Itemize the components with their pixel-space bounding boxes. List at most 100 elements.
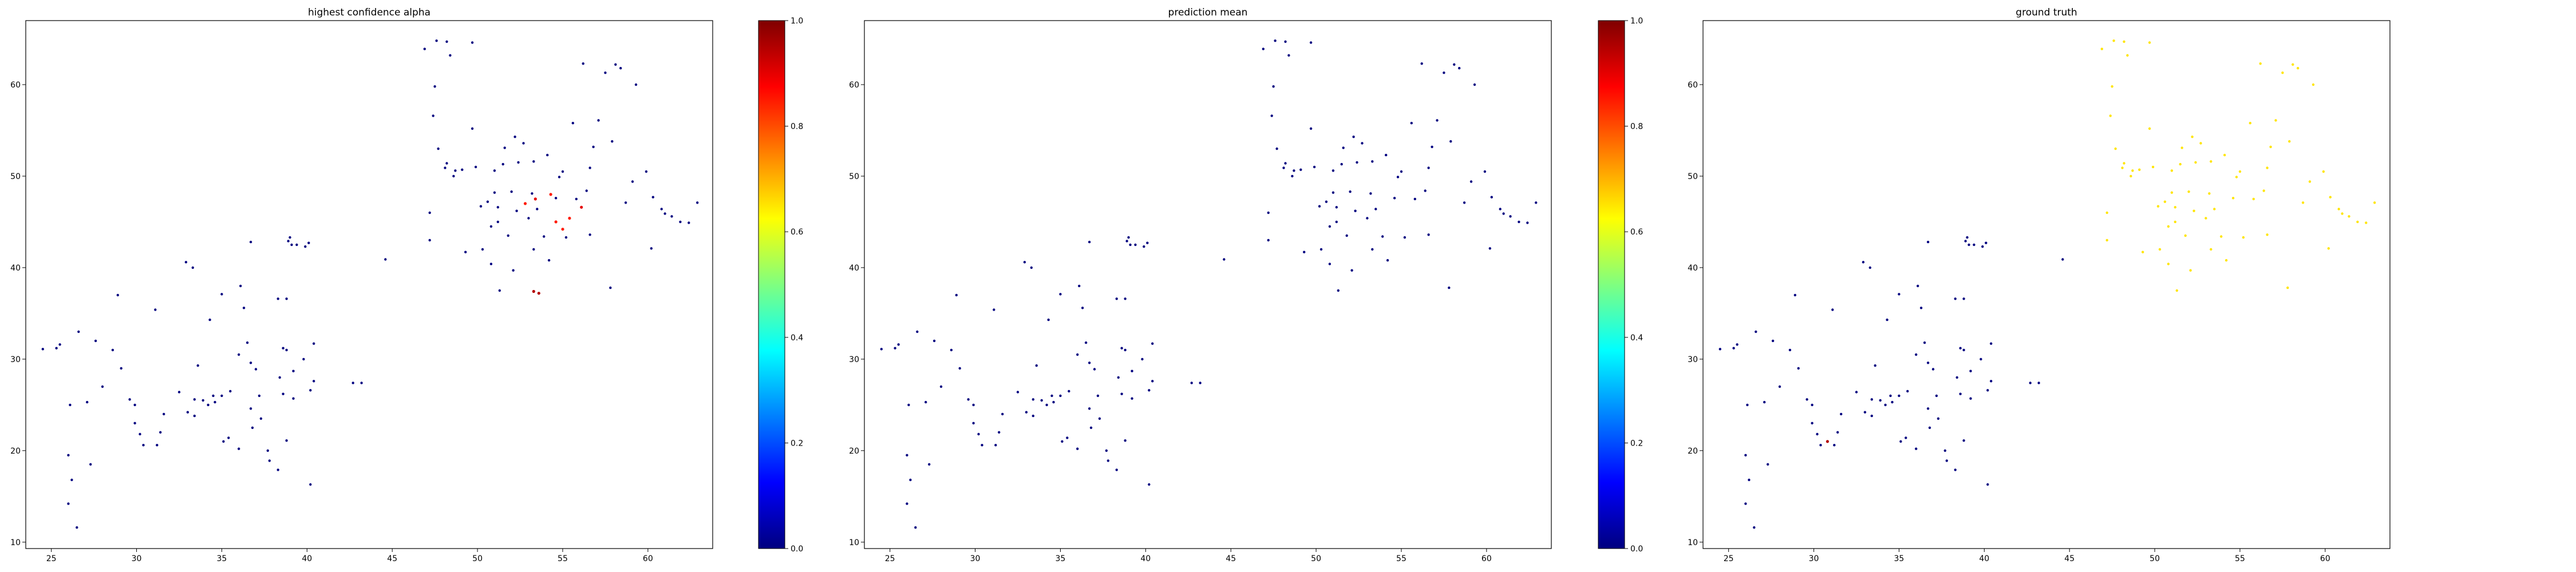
scatter-point xyxy=(1291,174,1294,178)
scatter-point xyxy=(2291,63,2294,66)
scatter-point xyxy=(585,189,588,192)
colorbar-tick-label: 0.4 xyxy=(791,333,803,343)
scatter-point xyxy=(1117,376,1120,379)
scatter-point xyxy=(212,394,215,398)
scatter-point xyxy=(2037,382,2040,384)
scatter-point xyxy=(1328,263,1332,265)
plot-frame xyxy=(1702,20,2391,549)
scatter-point xyxy=(1778,385,1781,388)
scatter-point xyxy=(1767,463,1769,466)
x-axis: 25 30 35 40 45 50 55 60 xyxy=(885,549,1492,563)
scatter-points xyxy=(1718,39,2376,529)
scatter-point xyxy=(914,526,917,529)
scatter-point xyxy=(2225,259,2228,262)
scatter-point xyxy=(1124,348,1127,352)
scatter-point xyxy=(1190,382,1193,384)
scatter-point xyxy=(186,411,189,414)
scatter-point xyxy=(592,145,595,148)
scatter-point xyxy=(2266,166,2269,169)
scatter-point xyxy=(522,142,525,145)
scatter-point xyxy=(433,85,436,88)
scatter-point xyxy=(575,197,578,201)
scatter-point xyxy=(1874,364,1876,367)
scatter-point xyxy=(1744,502,1747,505)
scatter-point xyxy=(489,263,493,265)
colorbar-tick-label: 0.6 xyxy=(1630,228,1643,237)
scatter-point xyxy=(880,348,883,351)
scatter-point xyxy=(239,284,242,288)
y-axis: 10 20 30 40 50 60 xyxy=(10,81,26,547)
scatter-point xyxy=(454,169,457,172)
scatter-point xyxy=(1816,432,1819,436)
scatter-point xyxy=(611,140,614,143)
panel-title: highest confidence alpha xyxy=(308,7,430,18)
scatter-point xyxy=(445,162,448,165)
scatter-point xyxy=(1349,190,1352,193)
scatter-point xyxy=(1105,449,1108,452)
y-tick-label: 20 xyxy=(1688,447,1698,456)
scatter-point xyxy=(1001,412,1004,416)
scatter-point xyxy=(1526,221,1529,224)
scatter-point xyxy=(546,153,549,157)
scatter-point xyxy=(142,444,145,447)
scatter-point xyxy=(1410,122,1413,125)
scatter-point xyxy=(1032,414,1035,418)
scatter-point xyxy=(928,463,931,466)
scatter-point xyxy=(2220,235,2223,238)
colorbar-gradient xyxy=(1598,20,1625,549)
highlight-point xyxy=(568,216,571,220)
scatter-point xyxy=(1371,248,1374,251)
x-tick-label: 50 xyxy=(2150,554,2160,563)
scatter-point xyxy=(1066,436,1069,439)
scatter-point xyxy=(2158,248,2162,251)
scatter-point xyxy=(1089,426,1093,429)
colorbar-tick-label: 0.0 xyxy=(791,545,803,554)
y-tick-label: 20 xyxy=(10,447,21,456)
scatter-point xyxy=(1025,411,1028,414)
scatter-point xyxy=(309,483,312,486)
scatter-point xyxy=(428,239,431,242)
scatter-point xyxy=(1023,261,1026,264)
scatter-point xyxy=(2114,147,2117,150)
scatter-point xyxy=(1299,168,1302,171)
scatter-point xyxy=(2167,263,2170,265)
scatter-point xyxy=(924,400,927,404)
scatter-point xyxy=(2138,168,2141,171)
y-tick-label: 30 xyxy=(1688,355,1698,364)
scatter-point xyxy=(1868,266,1871,269)
scatter-point xyxy=(1945,459,1948,462)
scatter-point xyxy=(1045,403,1048,407)
scatter-point xyxy=(994,444,997,447)
scatter-point xyxy=(1985,241,1988,244)
scatter-point xyxy=(1016,391,1020,394)
scatter-point xyxy=(1151,380,1154,383)
scatter-point xyxy=(2322,170,2325,173)
y-tick-label: 40 xyxy=(10,264,21,273)
scatter-point xyxy=(1318,205,1321,208)
scatter-point xyxy=(2348,215,2350,218)
scatter-point xyxy=(1032,398,1035,401)
scatter-point xyxy=(1969,370,1972,372)
scatter-point xyxy=(2308,180,2312,183)
scatter-point xyxy=(1088,407,1091,410)
scatter-point xyxy=(94,339,97,343)
scatter-point xyxy=(670,215,673,218)
colorbar-ticks: 0.0 0.2 0.4 0.6 0.8 1.0 xyxy=(785,17,803,554)
y-tick-label: 60 xyxy=(849,81,859,90)
scatter-point xyxy=(2123,162,2125,165)
x-tick-label: 40 xyxy=(1140,554,1151,563)
scatter-point xyxy=(679,220,682,224)
scatter-point xyxy=(993,308,995,311)
scatter-point xyxy=(154,308,157,311)
panel-title: prediction mean xyxy=(1168,7,1248,18)
scatter-point xyxy=(1954,297,1957,300)
scatter-point xyxy=(1076,447,1079,450)
scatter-point xyxy=(238,353,240,356)
scatter-point xyxy=(1143,245,1145,248)
scatter-point xyxy=(2327,247,2330,250)
scatter-point xyxy=(510,190,513,193)
scatter-point xyxy=(220,293,223,296)
scatter-point xyxy=(512,269,515,272)
scatter-point xyxy=(2129,174,2132,178)
scatter-point xyxy=(1120,392,1123,395)
